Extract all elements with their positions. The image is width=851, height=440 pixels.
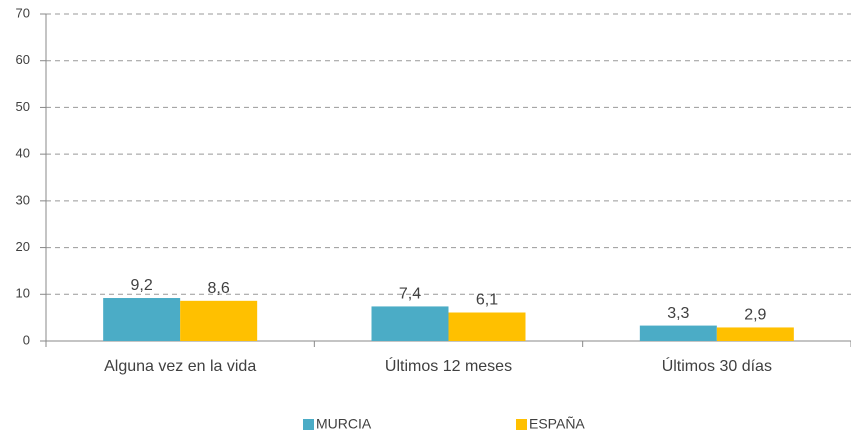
x-tick-label: Alguna vez en la vida	[104, 358, 256, 375]
bar	[639, 325, 717, 341]
bar	[103, 298, 181, 341]
x-tick-label: Últimos 30 días	[662, 356, 772, 375]
bar	[448, 312, 526, 341]
value-label: 8,6	[208, 280, 230, 297]
legend-swatch	[516, 419, 527, 430]
y-tick-label: 10	[16, 286, 30, 301]
value-label: 2,9	[744, 307, 766, 324]
value-label: 7,4	[399, 286, 421, 303]
x-tick-label: Últimos 12 meses	[385, 356, 512, 375]
bar	[716, 327, 794, 341]
y-tick-label: 30	[16, 192, 30, 207]
legend-swatch	[303, 419, 314, 430]
value-label: 6,1	[476, 292, 498, 309]
y-tick-label: 0	[23, 332, 30, 347]
bar	[371, 306, 449, 341]
bar	[180, 300, 258, 341]
y-tick-label: 40	[16, 146, 30, 161]
value-label: 9,2	[131, 277, 153, 294]
y-tick-label: 20	[16, 239, 30, 254]
legend-label: MURCIA	[316, 416, 372, 432]
y-tick-label: 70	[16, 5, 30, 20]
y-tick-label: 60	[16, 52, 30, 67]
value-label: 3,3	[667, 305, 689, 322]
y-tick-label: 50	[16, 99, 30, 114]
legend-label: ESPAÑA	[529, 416, 585, 432]
